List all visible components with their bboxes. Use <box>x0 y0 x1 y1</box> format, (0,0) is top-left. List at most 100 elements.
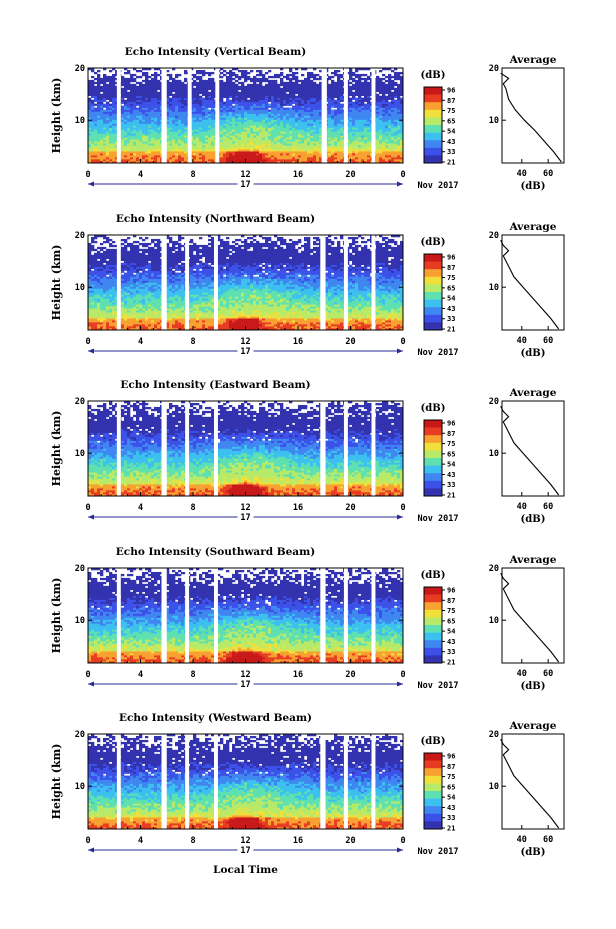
heatmap-cell <box>136 326 139 328</box>
heatmap-cell <box>256 155 259 157</box>
heatmap-cell <box>388 74 391 76</box>
heatmap-cell <box>178 96 181 98</box>
heatmap-cell <box>244 125 247 127</box>
heatmap-cell <box>232 139 235 141</box>
heatmap-cell <box>181 125 184 127</box>
heatmap-cell <box>310 96 313 98</box>
heatmap-cell <box>103 82 106 84</box>
heatmap-cell <box>145 159 148 161</box>
heatmap-cell <box>151 114 154 116</box>
heatmap-cell <box>157 88 160 90</box>
heatmap-cell <box>262 133 265 135</box>
heatmap-cell <box>229 137 232 139</box>
heatmap-cell <box>289 137 292 139</box>
heatmap-cell <box>157 139 160 141</box>
heatmap-cell <box>151 129 154 131</box>
heatmap-cell <box>241 86 244 88</box>
heatmap-cell <box>196 104 199 106</box>
heatmap-cell <box>100 88 103 90</box>
heatmap-cell <box>202 149 205 151</box>
heatmap-cell <box>331 147 334 149</box>
heatmap-cell <box>301 123 304 125</box>
heatmap-cell <box>388 153 391 155</box>
heatmap-cell <box>313 98 316 100</box>
heatmap-cell <box>379 84 382 86</box>
heatmap-cell <box>154 110 157 112</box>
heatmap-cell <box>382 121 385 123</box>
heatmap-cell <box>154 117 157 119</box>
heatmap-cell <box>391 110 394 112</box>
heatmap-cell <box>139 127 142 129</box>
heatmap-cell <box>271 121 274 123</box>
heatmap-cell <box>184 106 187 108</box>
heatmap-cell <box>274 76 277 78</box>
heatmap-cell <box>142 324 145 326</box>
heatmap-cell <box>334 84 337 86</box>
heatmap-cell <box>382 131 385 133</box>
heatmap-cell <box>394 151 397 153</box>
heatmap-cell <box>184 121 187 123</box>
heatmap-cell <box>211 151 214 153</box>
heatmap-cell <box>385 104 388 106</box>
heatmap-cell <box>367 139 370 141</box>
heatmap-cell <box>229 151 232 153</box>
colorbar-swatch <box>424 136 442 138</box>
heatmap-cell <box>340 141 343 143</box>
heatmap-cell <box>220 88 223 90</box>
x-tick-label: 8 <box>190 170 195 180</box>
heatmap-cell <box>223 159 226 161</box>
heatmap-cell <box>352 123 355 125</box>
heatmap-cell <box>181 84 184 86</box>
heatmap-cell <box>328 116 331 118</box>
heatmap-cell <box>127 127 130 129</box>
heatmap-cell <box>376 135 379 137</box>
heatmap-cell <box>223 131 226 133</box>
heatmap-cell <box>121 129 124 131</box>
heatmap-cell <box>220 159 223 161</box>
heatmap-cell <box>352 102 355 104</box>
day-bar-arrow-left <box>88 182 94 187</box>
heatmap-cell <box>256 119 259 121</box>
colorbar-tick-label: 54 <box>447 128 455 136</box>
heatmap-cell <box>268 96 271 98</box>
heatmap-cell <box>352 96 355 98</box>
heatmap-cell <box>334 143 337 145</box>
heatmap-cell <box>151 149 154 151</box>
heatmap-cell <box>397 116 400 118</box>
heatmap-cell <box>292 129 295 131</box>
heatmap-cell <box>226 78 229 80</box>
heatmap-cell <box>271 145 274 147</box>
heatmap-cell <box>181 139 184 141</box>
heatmap-cell <box>352 157 355 159</box>
heatmap-cell <box>220 145 223 147</box>
heatmap-cell <box>304 78 307 80</box>
heatmap-cell <box>265 106 268 108</box>
heatmap-cell <box>265 92 268 94</box>
heatmap-cell <box>382 157 385 159</box>
heatmap-cell <box>202 157 205 159</box>
heatmap-cell <box>175 76 178 78</box>
heatmap-cell <box>289 131 292 133</box>
heatmap-cell <box>229 145 232 147</box>
heatmap-cell <box>193 137 196 139</box>
heatmap-cell <box>238 129 241 131</box>
heatmap-cell <box>394 74 397 76</box>
heatmap-cell <box>145 90 148 92</box>
heatmap-cell <box>211 92 214 94</box>
heatmap-cell <box>250 78 253 80</box>
heatmap-cell <box>127 92 130 94</box>
heatmap-cell <box>262 94 265 96</box>
heatmap-cell <box>106 147 109 149</box>
heatmap-cell <box>259 123 262 125</box>
heatmap-cell <box>196 121 199 123</box>
heatmap-cell <box>382 151 385 153</box>
heatmap-cell <box>202 119 205 121</box>
heatmap-cell <box>226 149 229 151</box>
heatmap-cell <box>295 96 298 98</box>
heatmap-cell <box>172 84 175 86</box>
heatmap-cell <box>223 129 226 131</box>
heatmap-cell <box>289 102 292 104</box>
heatmap-cell <box>196 153 199 155</box>
heatmap-cell <box>259 92 262 94</box>
heatmap-cell <box>259 157 262 159</box>
